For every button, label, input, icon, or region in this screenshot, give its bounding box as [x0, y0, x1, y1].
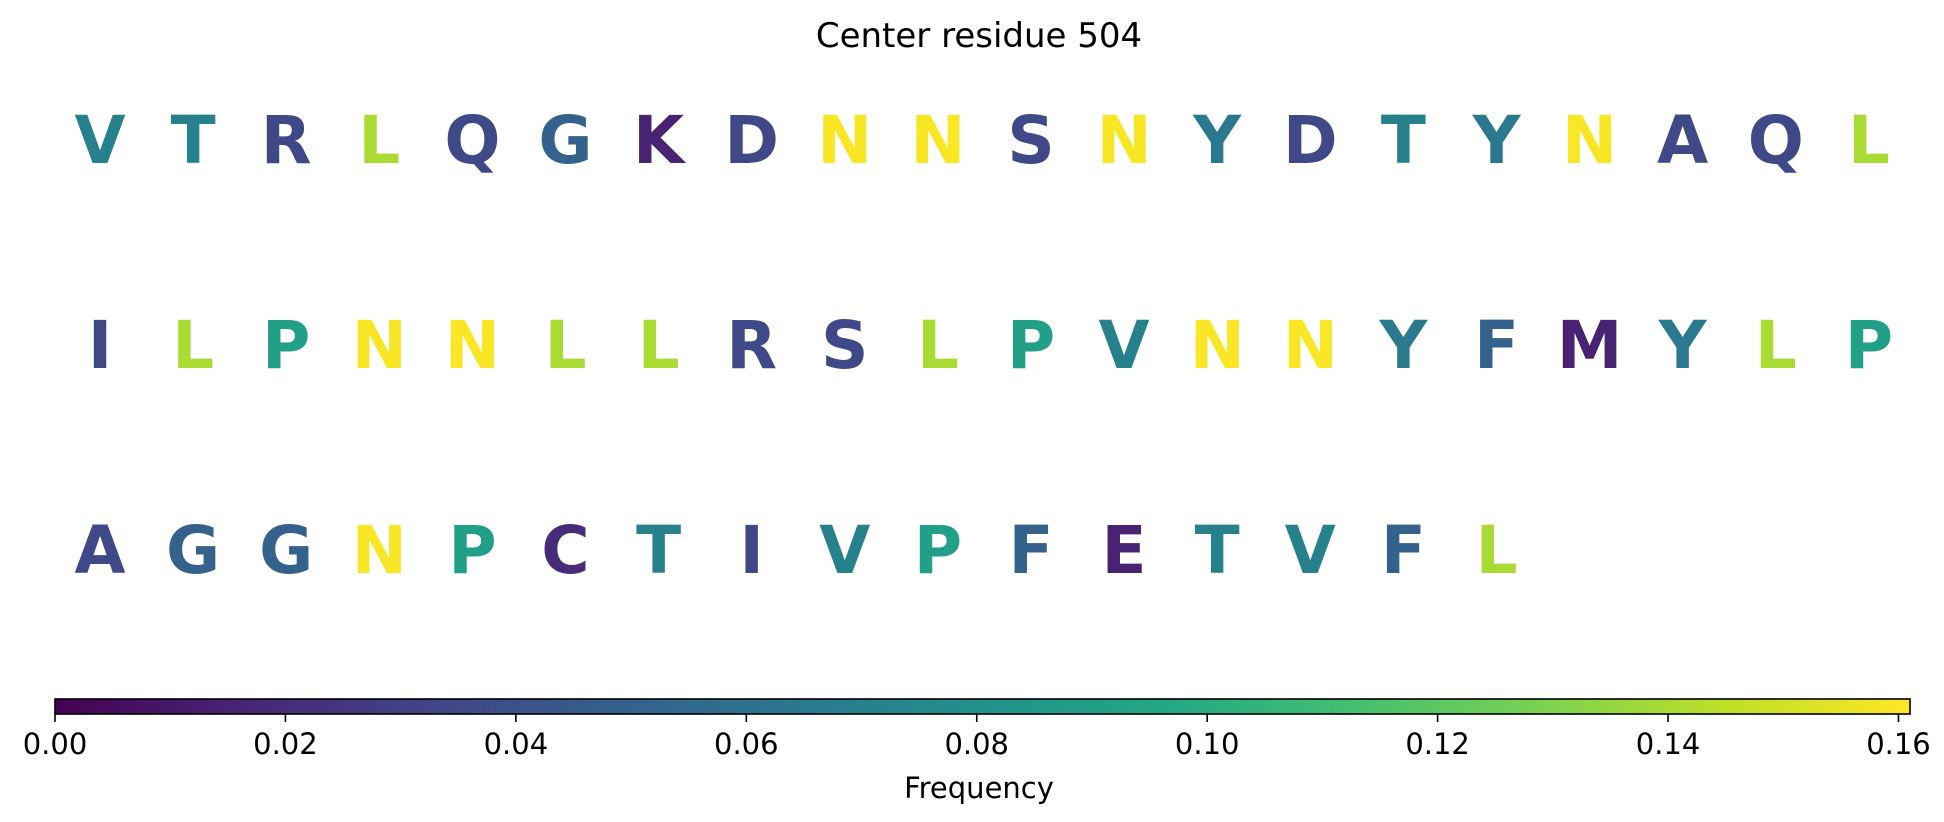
residue-letter: C [541, 512, 589, 589]
colorbar-tick-label: 0.14 [1636, 727, 1701, 761]
residue-letter: Y [1472, 102, 1522, 179]
residue-letter: V [74, 102, 125, 179]
colorbar-ticks: 0.00 0.02 0.04 0.06 0.08 0.10 0.12 0.14 0.16 [23, 714, 1931, 761]
colorbar: 0.00 0.02 0.04 0.06 0.08 0.10 0.12 0.14 0.16 Fre… [23, 698, 1931, 805]
colorbar-gradient [55, 699, 1910, 714]
residue-letter: Q [444, 102, 500, 179]
residue-letter: N [1096, 102, 1151, 179]
residue-letter: G [538, 102, 592, 179]
residue-letter: L [1755, 307, 1797, 384]
residue-letter: E [1102, 512, 1147, 589]
residue-letter: M [1557, 307, 1623, 384]
residue-letter: P [914, 512, 962, 589]
residue-letter: P [1007, 307, 1055, 384]
residue-letter: L [1848, 102, 1890, 179]
residue-letter: R [261, 102, 312, 179]
residue-letter: N [817, 102, 872, 179]
residue-letter: T [1381, 102, 1426, 179]
chart-title: Center residue 504 [816, 16, 1142, 56]
residue-letter: Y [1192, 102, 1242, 179]
residue-letter: L [917, 307, 959, 384]
residue-letter: N [1190, 307, 1245, 384]
residue-letter: P [448, 512, 496, 589]
residue-letter: D [724, 102, 779, 179]
residue-letter: L [1475, 512, 1517, 589]
residue-letter: R [726, 307, 777, 384]
residue-letter: P [1845, 307, 1893, 384]
residue-letter: K [633, 102, 687, 179]
residue-letter: S [821, 307, 869, 384]
residue-letter: Q [1748, 102, 1804, 179]
residue-letter: P [262, 307, 310, 384]
residue-letter: F [1474, 307, 1519, 384]
colorbar-tick-label: 0.06 [714, 727, 779, 761]
colorbar-tick-label: 0.12 [1405, 727, 1470, 761]
residue-letter: L [544, 307, 586, 384]
residue-letter: Y [1658, 307, 1708, 384]
residue-letter: V [1285, 512, 1336, 589]
colorbar-tick-label: 0.00 [23, 727, 88, 761]
residue-letter: N [1283, 307, 1338, 384]
colorbar-tick-label: 0.02 [253, 727, 318, 761]
residue-letter: L [172, 307, 214, 384]
residue-letters: V T R L Q G K D N N S N Y D T Y N A Q LI L P N N L L R S L P V N N Y F M Y L P… [74, 102, 1893, 589]
residue-letter: I [88, 307, 113, 384]
colorbar-tick-label: 0.16 [1866, 727, 1931, 761]
residue-letter: V [819, 512, 870, 589]
residue-letter: A [74, 512, 125, 589]
residue-letter: F [1381, 512, 1426, 589]
colorbar-label: Frequency [904, 771, 1054, 805]
residue-letter: T [636, 512, 681, 589]
residue-letter: N [352, 512, 407, 589]
residue-letter: N [445, 307, 500, 384]
residue-letter: G [259, 512, 313, 589]
residue-letter: F [1008, 512, 1053, 589]
residue-letter: D [1283, 102, 1338, 179]
residue-letter: S [1007, 102, 1055, 179]
residue-letter: G [166, 512, 220, 589]
residue-letter: V [1099, 307, 1150, 384]
residue-letter: I [739, 512, 764, 589]
colorbar-outline [54, 698, 1911, 715]
residue-letter: Y [1379, 307, 1429, 384]
residue-letter: A [1657, 102, 1708, 179]
colorbar-tick-label: 0.10 [1175, 727, 1240, 761]
residue-letter: N [1562, 102, 1617, 179]
residue-letter: T [1195, 512, 1240, 589]
residue-letter: T [171, 102, 216, 179]
colorbar-tick-label: 0.08 [944, 727, 1009, 761]
residue-letter: L [358, 102, 400, 179]
residue-letter: N [910, 102, 965, 179]
colorbar-tick-label: 0.04 [484, 727, 549, 761]
residue-letter: L [638, 307, 680, 384]
residue-letter: N [352, 307, 407, 384]
